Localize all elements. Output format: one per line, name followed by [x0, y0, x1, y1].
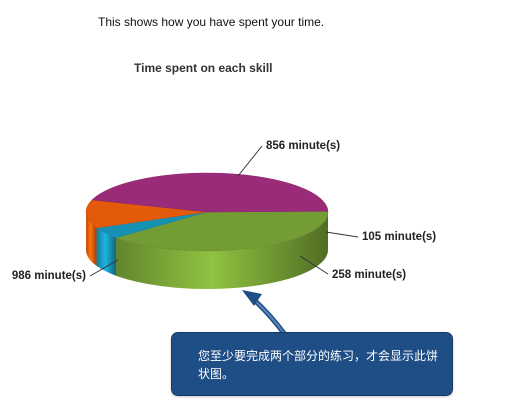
leader-line-2 [299, 255, 329, 275]
pie-slice-3 [91, 172, 329, 213]
pie-side-0 [116, 212, 328, 289]
leader-line-1 [325, 231, 359, 238]
slice-label-3: 986 minute(s) [12, 270, 86, 282]
callout-arrow-icon [242, 290, 289, 339]
slice-label-1: 105 minute(s) [362, 231, 436, 243]
intro-text: This shows how you have spent your time. [98, 15, 325, 29]
slice-label-0: 856 minute(s) [266, 140, 340, 152]
pie-slice-0 [115, 211, 329, 252]
pie-slice-2 [85, 199, 208, 229]
leader-line-3 [89, 259, 119, 277]
pie-side-2 [86, 212, 97, 266]
pie-labels: 856 minute(s) 105 minute(s) 258 minute(s) 9… [12, 140, 436, 282]
chart-title: Time spent on each skill [134, 61, 273, 75]
slice-label-2: 258 minute(s) [332, 269, 406, 281]
pie-tops [85, 172, 329, 252]
callout-text: 您至少要完成两个部分的练习，才会显示此饼状图。 [198, 349, 439, 381]
callout-box: 您至少要完成两个部分的练习，才会显示此饼状图。 [172, 333, 452, 395]
leader-line-0 [237, 145, 263, 177]
